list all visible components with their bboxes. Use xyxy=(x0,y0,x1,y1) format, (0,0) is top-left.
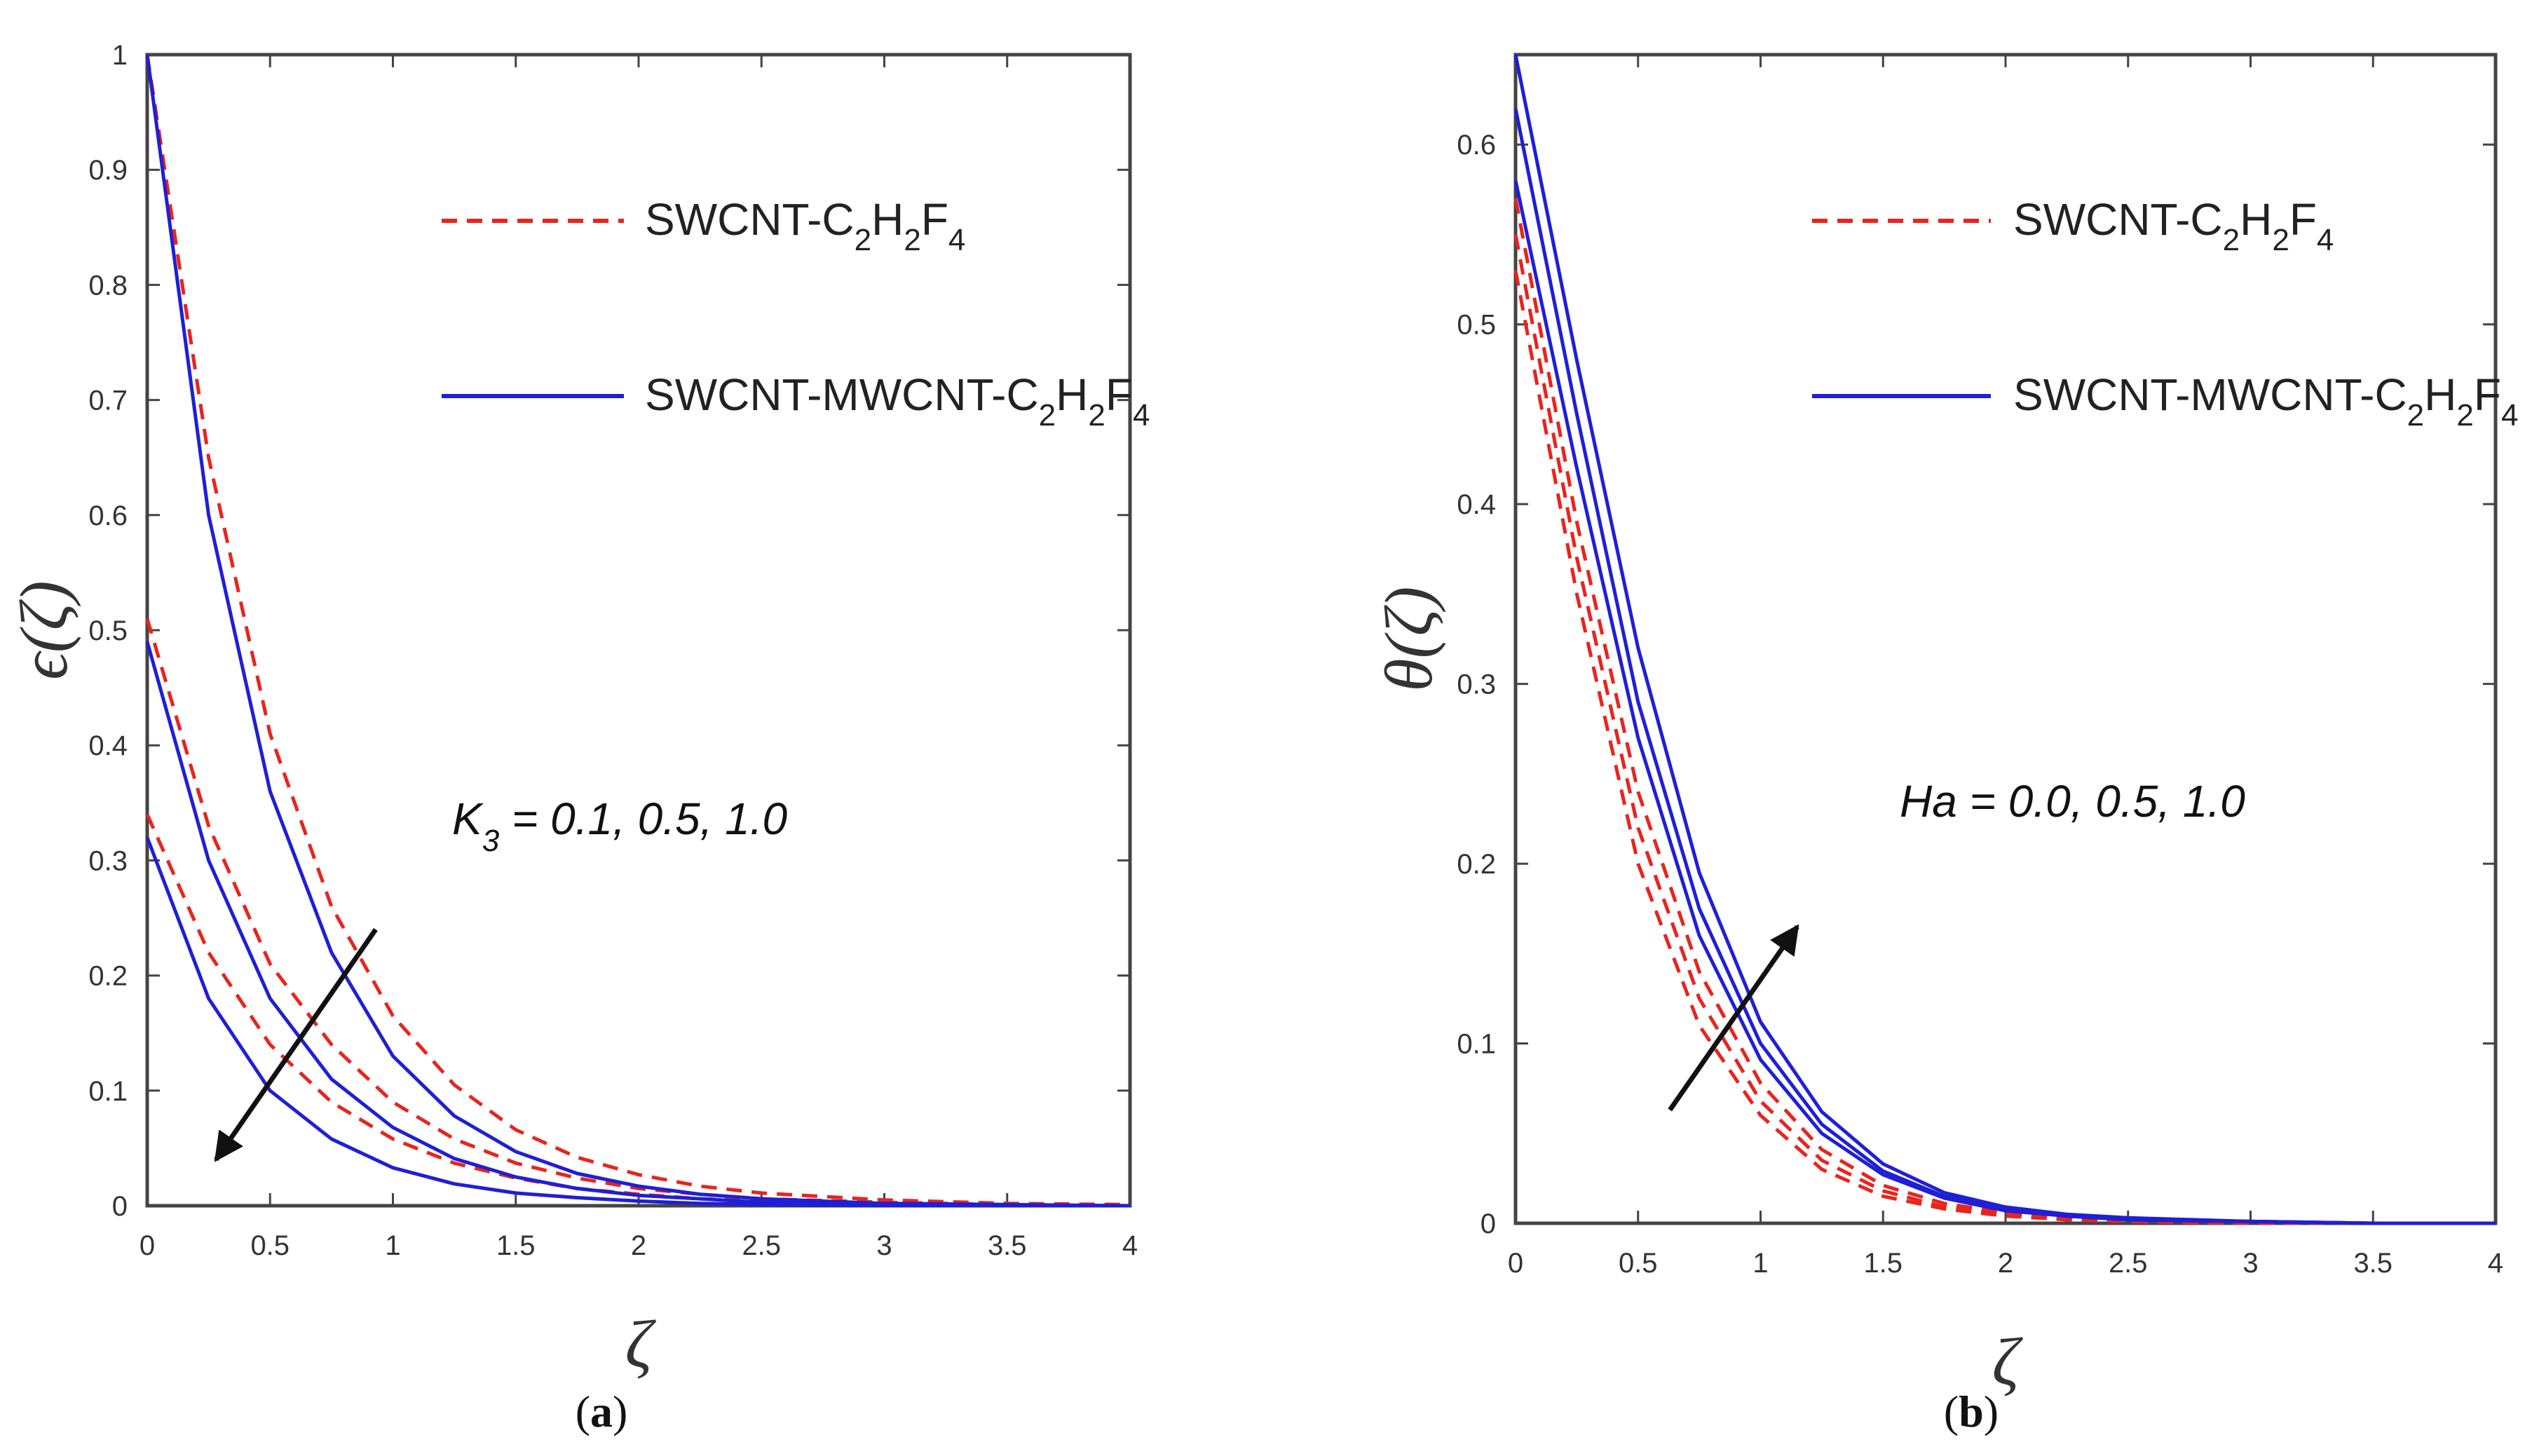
plot-frame xyxy=(145,53,1132,1208)
legend-element: F xyxy=(1105,369,1133,420)
x-tick-label: 4 xyxy=(2488,1248,2503,1279)
x-tick-label: 3 xyxy=(876,1230,892,1261)
x-tick-label: 2 xyxy=(1998,1248,2013,1279)
caption-open: ( xyxy=(1944,1387,1959,1436)
y-tick-label: 0.2 xyxy=(88,961,128,992)
legend-element: F xyxy=(921,194,948,245)
series-line-1 xyxy=(145,54,1131,1206)
y-tick-label: 0.1 xyxy=(88,1076,128,1107)
legend-subscript: 2 xyxy=(1088,398,1105,433)
y-tick-label: 0.2 xyxy=(1457,849,1496,880)
plot-frame xyxy=(1513,53,2498,1225)
panel-a: 0 0.5 1 1.5 2 2.5 3 3.5 4 0 0.1 0.2 0.3 0.4 0.5 0.6 0.7 0… xyxy=(6,40,1150,1436)
parameter-annotation: K3 = 0.1, 0.5, 1.0 xyxy=(452,794,788,858)
legend-label-base: SWCNT-C xyxy=(645,194,855,245)
y-tick-label: 0 xyxy=(1481,1209,1496,1239)
legend-subscript: 4 xyxy=(2317,223,2334,257)
legend-subscript: 4 xyxy=(2501,398,2518,433)
x-tick-label: 0 xyxy=(1508,1248,1523,1279)
x-tick-label: 3.5 xyxy=(988,1230,1027,1261)
annotation-subscript: 3 xyxy=(482,824,500,858)
y-tick-label: 0.4 xyxy=(88,730,128,761)
legend-subscript: 4 xyxy=(948,223,965,257)
legend-element: F xyxy=(2289,194,2317,245)
x-axis-label: ζ xyxy=(1992,1324,2024,1399)
y-tick-label: 0.7 xyxy=(88,386,128,416)
legend-label-2: SWCNT-MWCNT-C2H2F4 xyxy=(645,369,1150,433)
annotation-values: = 0.0, 0.5, 1.0 xyxy=(1957,776,2245,826)
y-tick-label: 0.3 xyxy=(1457,669,1496,700)
y-tick-label: 0.5 xyxy=(88,615,128,646)
x-tick-label: 3.5 xyxy=(2353,1248,2393,1279)
x-tick-label: 1 xyxy=(1752,1248,1768,1279)
annotation-values: = 0.1, 0.5, 1.0 xyxy=(499,794,787,844)
legend-subscript: 2 xyxy=(2456,398,2473,433)
caption-close: ) xyxy=(613,1387,627,1436)
caption-letter: a xyxy=(590,1387,613,1436)
legend-subscript: 2 xyxy=(2407,398,2424,433)
legend-subscript: 2 xyxy=(904,223,920,257)
legend-element: H xyxy=(1056,369,1088,420)
legend-subscript: 4 xyxy=(1133,398,1150,433)
x-tick-label: 2 xyxy=(631,1230,646,1261)
y-tick-label: 1 xyxy=(112,40,128,71)
y-tick-label: 0 xyxy=(112,1191,128,1222)
y-axis-label: θ(ζ) xyxy=(1371,587,1446,692)
series-line-2 xyxy=(1513,234,2496,1225)
x-tick-label: 1 xyxy=(385,1230,400,1261)
legend-element: H xyxy=(2240,194,2272,245)
legend-subscript: 2 xyxy=(1039,398,1056,433)
y-tick-label: 0.8 xyxy=(88,270,128,301)
y-tick-label: 0.1 xyxy=(1457,1029,1496,1060)
legend-label-base: SWCNT-C xyxy=(2013,194,2223,245)
panel-caption: (a) xyxy=(576,1387,628,1436)
legend-label-base: SWCNT-MWCNT-C xyxy=(2013,369,2407,420)
x-tick-label: 2.5 xyxy=(2109,1248,2148,1279)
series-line-3 xyxy=(1513,198,2496,1225)
x-tick-label: 3 xyxy=(2242,1248,2258,1279)
series-line-1 xyxy=(1513,270,2496,1225)
x-tick-label: 4 xyxy=(1122,1230,1138,1261)
legend-label-1: SWCNT-C2H2F4 xyxy=(645,194,965,257)
caption-open: ( xyxy=(576,1387,590,1436)
annotation-symbol: K xyxy=(452,794,484,844)
trend-arrow xyxy=(214,927,378,1162)
parameter-annotation: Ha = 0.0, 0.5, 1.0 xyxy=(1900,776,2245,826)
y-tick-label: 0.5 xyxy=(1457,310,1496,341)
x-tick-label: 0.5 xyxy=(1619,1248,1658,1279)
legend-element: F xyxy=(2474,369,2501,420)
x-tick-label: 1.5 xyxy=(1863,1248,1903,1279)
legend-label-base: SWCNT-MWCNT-C xyxy=(645,369,1039,420)
legend-subscript: 2 xyxy=(2223,223,2240,257)
series-line-6 xyxy=(145,836,1130,1208)
y-tick-label: 0.6 xyxy=(1457,130,1496,161)
annotation-symbol: Ha xyxy=(1900,776,1957,826)
y-tick-label: 0.4 xyxy=(1457,489,1496,520)
legend-label-2: SWCNT-MWCNT-C2H2F4 xyxy=(2013,369,2518,433)
series-line-6 xyxy=(1513,54,2496,1225)
trend-arrow xyxy=(1668,924,1799,1112)
y-tick-label: 0.9 xyxy=(88,155,128,186)
legend-element: H xyxy=(2424,369,2456,420)
y-tick-label: 0.3 xyxy=(88,845,128,876)
x-tick-label: 0 xyxy=(139,1230,155,1261)
legend-element: H xyxy=(871,194,904,245)
legend-subscript: 2 xyxy=(2272,223,2289,257)
caption-close: ) xyxy=(1984,1387,1999,1436)
legend-subscript: 2 xyxy=(855,223,871,257)
caption-letter: b xyxy=(1959,1387,1984,1436)
panel-b: 0 0.5 1 1.5 2 2.5 3 3.5 4 0 0.1 0.2 0.3 0.4 0.5 0.6 SWCN… xyxy=(1371,53,2518,1436)
y-tick-label: 0.6 xyxy=(88,501,128,531)
legend-label-1: SWCNT-C2H2F4 xyxy=(2013,194,2334,257)
x-tick-label: 0.5 xyxy=(250,1230,290,1261)
x-tick-label: 1.5 xyxy=(496,1230,536,1261)
x-axis-label: ζ xyxy=(625,1307,657,1382)
y-axis-label: ϵ(ζ) xyxy=(6,580,81,679)
panel-caption: (b) xyxy=(1944,1387,1999,1436)
x-tick-label: 2.5 xyxy=(742,1230,781,1261)
